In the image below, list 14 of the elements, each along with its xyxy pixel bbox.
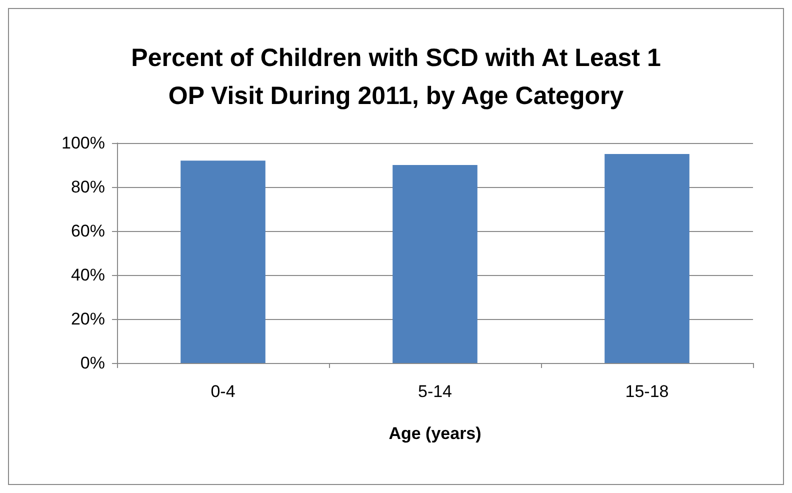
y-tick-label: 0% [80, 354, 105, 372]
x-tick-label: 0-4 [210, 382, 236, 401]
x-tick-label: 15-18 [625, 382, 669, 401]
y-tick-label: 100% [62, 134, 105, 152]
y-tick-label: 60% [70, 222, 105, 240]
y-tick-label: 40% [70, 266, 105, 284]
bar [392, 165, 478, 363]
chart-title: Percent of Children with SCD with At Least 1 OP Visit During 2011, by Age Category [131, 44, 661, 110]
y-tick-label: 80% [70, 178, 105, 196]
x-axis-title: Age (years) [388, 424, 482, 443]
bar [180, 160, 266, 363]
y-tick-label: 20% [70, 310, 105, 328]
x-tick-label: 5-14 [418, 382, 452, 401]
bar [604, 154, 690, 363]
